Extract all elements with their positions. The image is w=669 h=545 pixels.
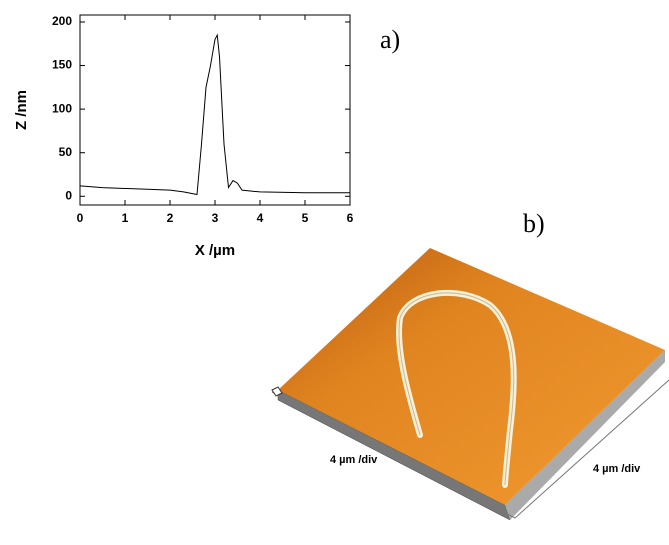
- scale-label: 4 µm /div: [330, 454, 378, 466]
- y-tick-label: 0: [65, 188, 72, 202]
- y-tick-label: 50: [59, 145, 73, 159]
- x-tick-label: 4: [257, 211, 264, 225]
- data-line: [79, 33, 350, 196]
- x-axis-title: X /µm: [195, 242, 235, 259]
- plot-frame: [79, 14, 351, 206]
- y-tick-label: 200: [52, 14, 72, 28]
- panel-label: b): [523, 209, 545, 238]
- afm-image: [271, 248, 669, 521]
- x-tick-label: 5: [302, 211, 309, 225]
- x-tick-label: 3: [212, 211, 219, 225]
- x-tick-label: 0: [77, 211, 84, 225]
- x-tick-label: 1: [122, 211, 129, 225]
- y-axis-title: Z /nm: [13, 90, 30, 130]
- x-tick-label: 6: [347, 211, 354, 225]
- scale-label: 4 µm /div: [593, 463, 641, 475]
- y-tick-label: 150: [52, 58, 72, 72]
- panel-label: a): [380, 25, 400, 54]
- y-tick-label: 100: [52, 101, 72, 115]
- x-tick-label: 2: [167, 211, 174, 225]
